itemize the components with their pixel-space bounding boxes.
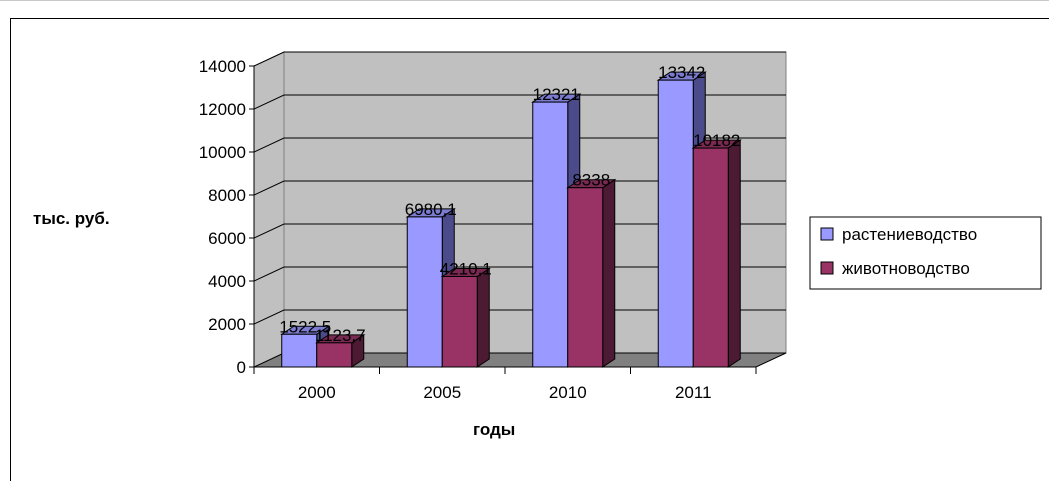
y-tick-label: 4000	[208, 272, 246, 291]
legend-swatch-series-1	[820, 261, 834, 275]
gridline	[253, 94, 786, 110]
gridline	[253, 223, 786, 239]
data-label-series-0: 6980,1	[405, 200, 457, 219]
y-axis-title: тыс. руб.	[33, 209, 110, 228]
bar-series-0	[657, 79, 694, 368]
x-axis-title: годы	[473, 420, 515, 439]
bar-series-1	[567, 187, 604, 368]
y-tick-label: 10000	[199, 143, 246, 162]
bar-side-series-1	[476, 267, 490, 368]
data-label-series-0: 12321	[533, 85, 580, 104]
bar-side-series-1	[727, 139, 741, 368]
gridline	[253, 309, 786, 325]
bar-series-0	[406, 216, 443, 368]
gridline	[253, 266, 786, 282]
legend-box	[809, 216, 1042, 290]
bar-series-1	[316, 342, 353, 368]
data-label-series-1: 4210,1	[440, 259, 492, 278]
gridlines	[253, 51, 786, 325]
legend-label-series-1: животноводство	[842, 259, 970, 278]
data-label-series-1: 1123,7	[315, 326, 366, 345]
x-tick-label: 2005	[423, 383, 461, 402]
top-rule	[0, 0, 1049, 1]
y-tick-label: 2000	[208, 315, 246, 334]
bars	[280, 71, 742, 368]
data-label-series-0: 13342	[658, 63, 705, 82]
legend-swatch-series-0	[820, 227, 834, 241]
y-tick-label: 12000	[199, 100, 246, 119]
y-tick-label: 0	[237, 358, 246, 377]
data-label-series-1: 10182	[693, 131, 740, 150]
bar-series-0	[281, 333, 318, 368]
legend-label-series-0: растениеводство	[842, 225, 977, 244]
legend: растениеводство животноводство	[809, 216, 1042, 290]
chart-frame	[10, 18, 1049, 481]
x-tick-label: 2011	[675, 383, 712, 402]
x-tick-label: 2010	[549, 383, 587, 402]
gridline	[253, 51, 786, 67]
data-label-series-0: 1522,5	[279, 317, 331, 336]
y-tick-labels: 0 2000 4000 6000 8000 10000 12000 14000	[199, 57, 246, 377]
bar-series-1	[441, 275, 478, 368]
y-tick-label: 6000	[208, 229, 246, 248]
y-tick-label: 14000	[199, 57, 246, 76]
x-tick-label: 2000	[298, 383, 336, 402]
bar-series-0	[532, 101, 569, 368]
gridline	[253, 180, 786, 196]
x-tick-labels: 2000 2005 2010 2011	[298, 383, 712, 402]
bar-side-series-1	[602, 178, 616, 368]
gridline	[253, 137, 786, 153]
data-label-series-1: 8338	[572, 171, 610, 190]
bar-series-1	[692, 147, 729, 368]
y-tick-label: 8000	[208, 186, 246, 205]
